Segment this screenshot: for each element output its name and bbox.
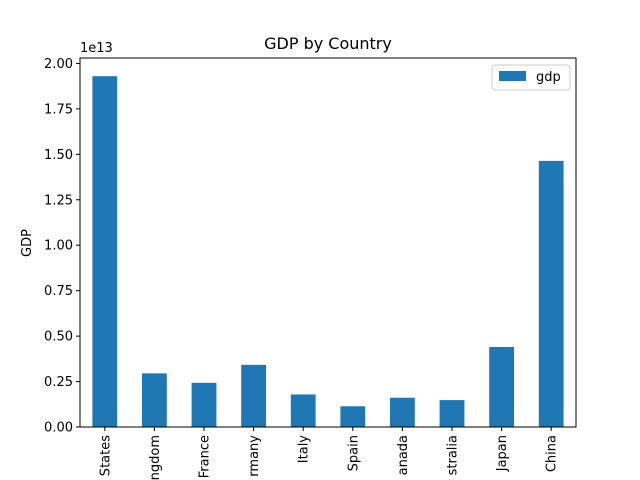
y-axis-offset-label: 1e13 xyxy=(80,41,113,56)
bar-italy xyxy=(290,394,316,427)
x-tick-label: France xyxy=(198,435,213,478)
bar-anada xyxy=(390,397,415,427)
x-tick-label: States xyxy=(98,435,113,476)
bar-states xyxy=(92,76,118,428)
y-tick-label: 1.00 xyxy=(44,239,73,254)
bar-ngdom xyxy=(142,373,167,427)
x-tick-label: Italy xyxy=(297,435,312,464)
legend: gdp xyxy=(491,64,571,91)
bars-group xyxy=(92,76,564,428)
legend-swatch xyxy=(499,71,526,81)
y-tick-label: 1.50 xyxy=(44,148,73,163)
plot-frame xyxy=(79,57,577,428)
y-tick-label: 0.75 xyxy=(44,284,73,299)
y-tick-label: 0.50 xyxy=(44,330,73,345)
bar-spain xyxy=(340,406,366,427)
x-tick-label: Japan xyxy=(495,435,510,472)
legend-label: gdp xyxy=(536,70,561,85)
bar-japan xyxy=(489,347,514,427)
chart-title: GDP by Country xyxy=(264,34,392,53)
x-axis-ticks: States ngdom France rmany Italy Spain anada str… xyxy=(98,427,560,480)
bar-china xyxy=(538,160,564,427)
x-tick-label: rmany xyxy=(247,435,262,477)
bar-stralia xyxy=(439,400,465,427)
bar-rmany xyxy=(241,364,266,427)
y-axis-label: GDP xyxy=(20,229,35,257)
x-tick-label: anada xyxy=(396,435,411,475)
x-tick-label: China xyxy=(545,435,560,472)
y-axis-ticks: 0.00 0.25 0.50 0.75 1.00 1.25 1.50 1.75 2.00 xyxy=(44,57,80,436)
bar-france xyxy=(191,382,217,427)
y-tick-label: 0.25 xyxy=(44,375,73,390)
y-tick-label: 0.00 xyxy=(44,421,73,436)
y-tick-label: 2.00 xyxy=(44,57,73,72)
y-tick-label: 1.75 xyxy=(44,102,73,117)
x-tick-label: stralia xyxy=(446,435,461,475)
y-tick-label: 1.25 xyxy=(44,193,73,208)
x-tick-label: ngdom xyxy=(148,435,163,480)
x-tick-label: Spain xyxy=(346,435,361,471)
